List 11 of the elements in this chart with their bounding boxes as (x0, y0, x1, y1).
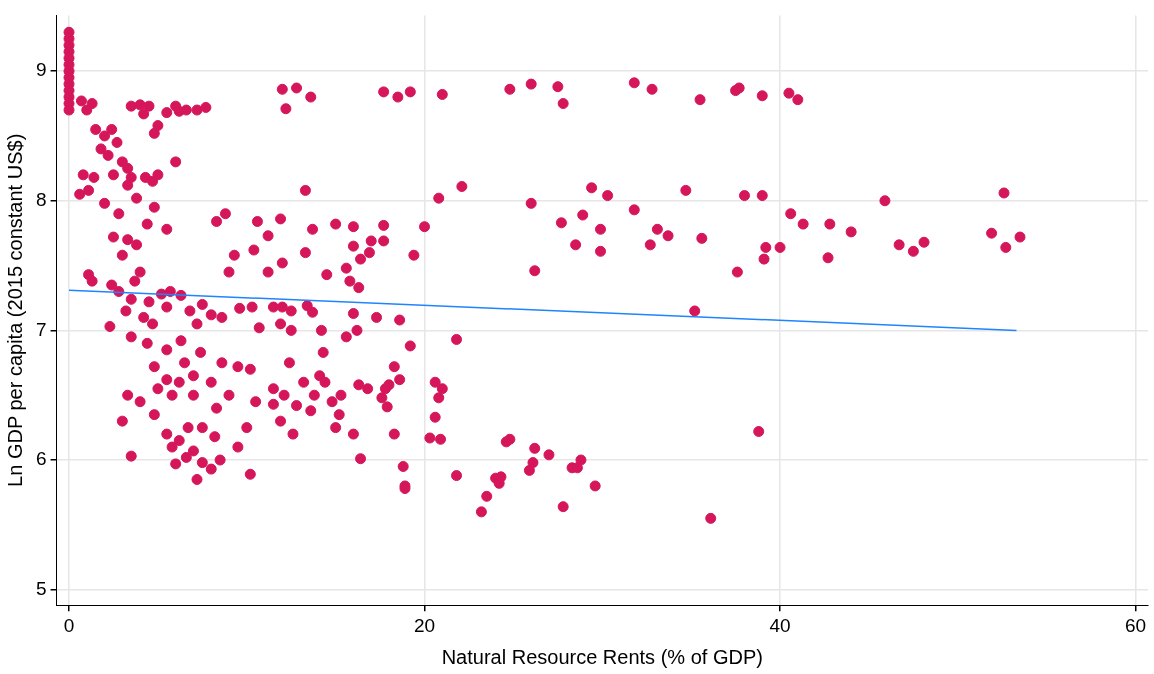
y-tick-label: 5 (35, 577, 47, 599)
y-tick-label: 8 (35, 189, 47, 210)
x-tick-label: 40 (769, 614, 791, 636)
x-tick-label: 20 (413, 614, 436, 636)
y-tick-label: 7 (35, 318, 47, 340)
y-axis-title: Ln GDP per capita (2015 constant US$) (3, 133, 26, 487)
x-tick-label: 60 (1124, 614, 1147, 636)
x-axis-title: Natural Resource Rents (% of GDP) (441, 645, 763, 668)
y-tick-label: 6 (35, 448, 47, 470)
y-tick-label: 9 (35, 59, 47, 81)
x-tick-label: 0 (63, 614, 75, 636)
